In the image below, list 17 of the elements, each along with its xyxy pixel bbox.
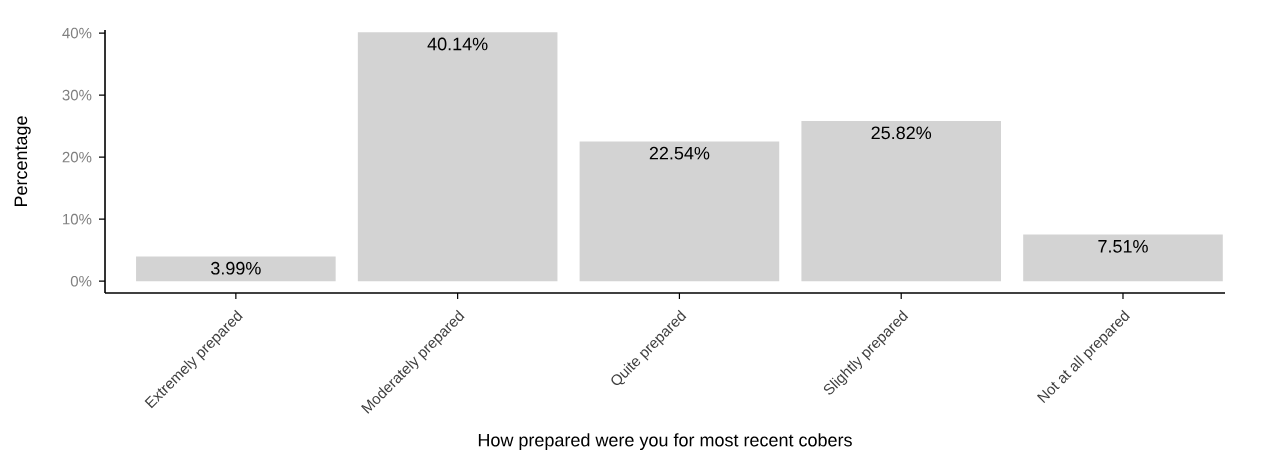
- y-tick-label: 30%: [62, 89, 92, 101]
- bar: [1023, 234, 1223, 282]
- data-label: 22.54%: [649, 146, 710, 160]
- bar: [579, 141, 780, 282]
- data-label: 7.51%: [1098, 240, 1148, 253]
- bar: [357, 32, 558, 282]
- y-tick-label: 10%: [63, 213, 92, 225]
- bar: [801, 121, 1002, 282]
- data-label: 40.14%: [427, 37, 488, 51]
- data-label: 3.99%: [211, 261, 261, 275]
- bar: [136, 256, 336, 282]
- y-axis-title: Percentage: [14, 116, 31, 207]
- y-tick-label: 40%: [62, 27, 92, 39]
- x-axis-title: How prepared were you for most recent cobers: [478, 433, 852, 451]
- y-tick-label: 20%: [62, 151, 92, 163]
- y-tick-label: 0%: [70, 275, 92, 287]
- data-label: 25.82%: [871, 126, 932, 140]
